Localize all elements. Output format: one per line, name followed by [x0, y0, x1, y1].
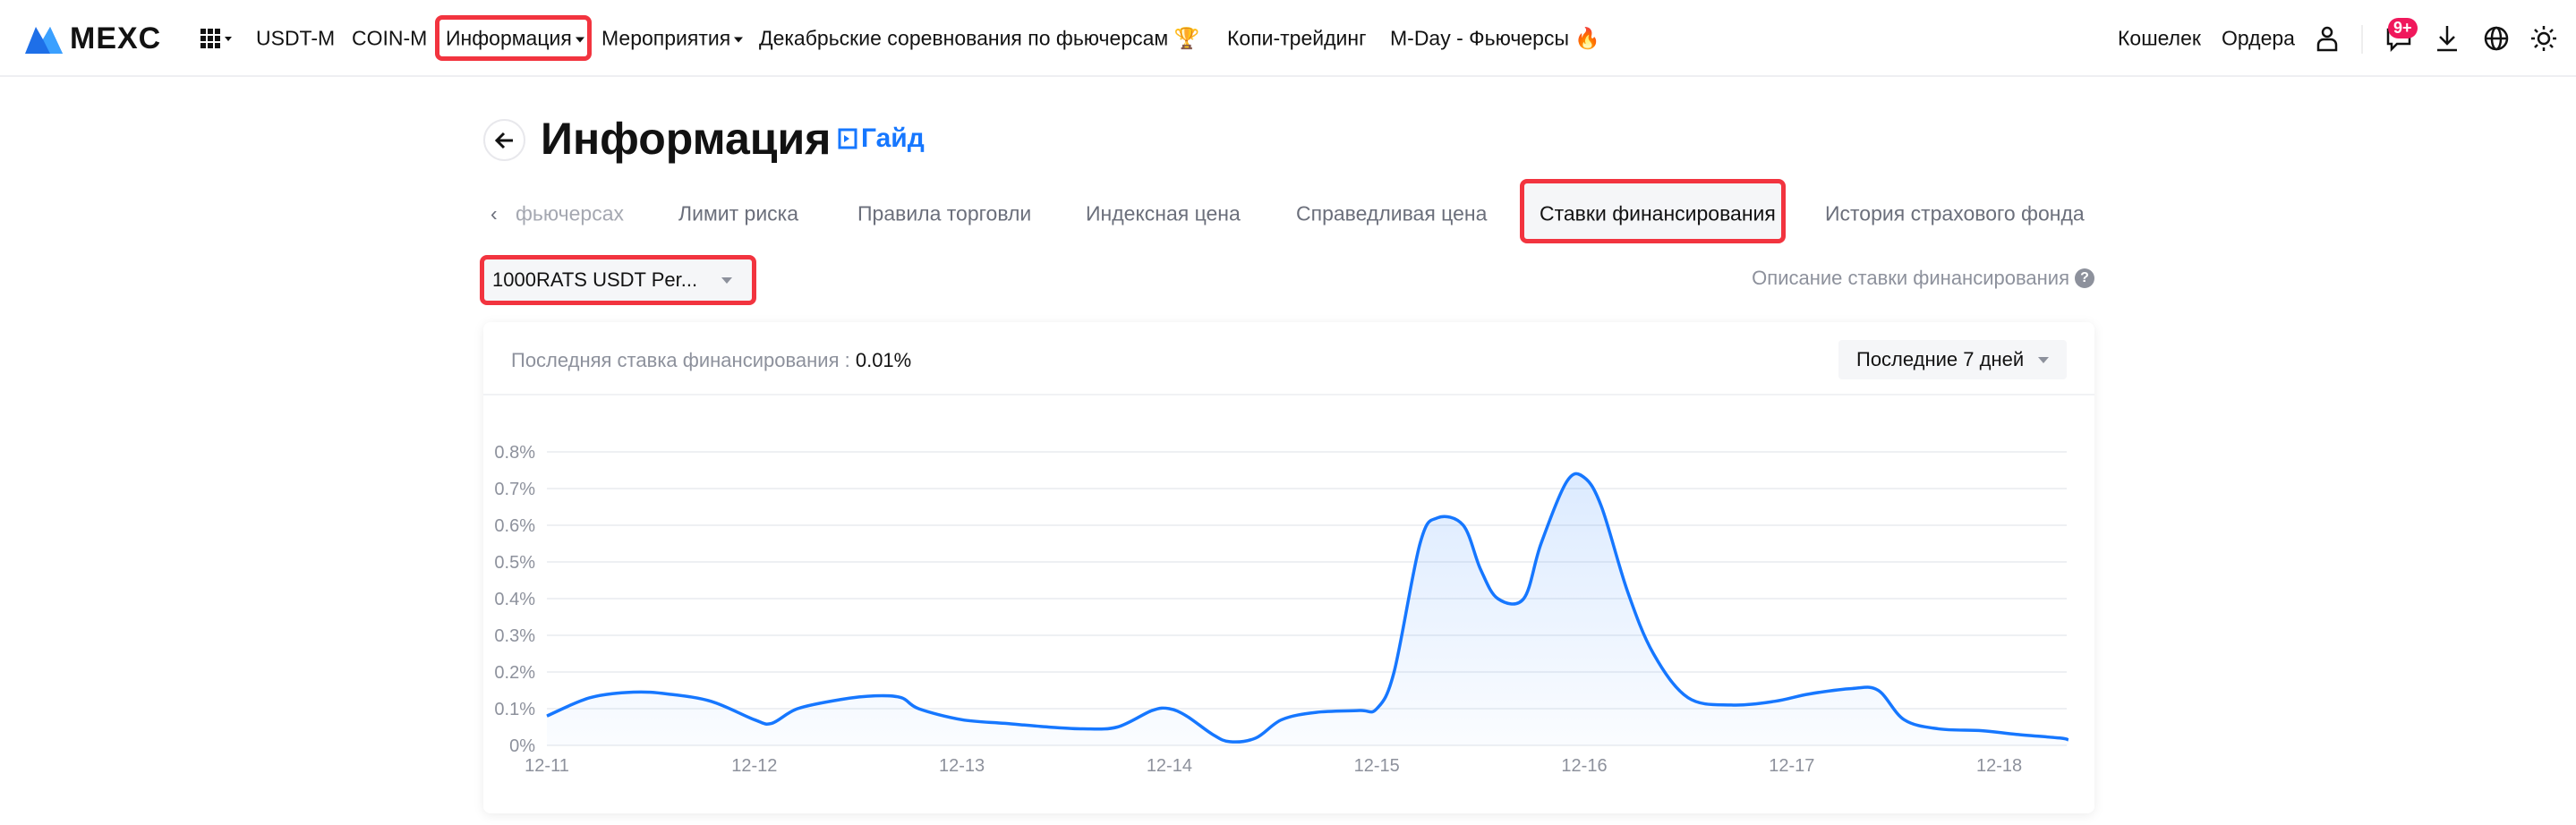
latest-rate-value: 0.01% [855, 349, 912, 371]
fire-icon: 🔥 [1574, 26, 1601, 50]
caret-down-icon [721, 276, 732, 284]
nav-coin-m[interactable]: COIN-M [352, 26, 428, 50]
tab-funding-rates[interactable]: Ставки финансирования [1540, 201, 1776, 225]
y-tick-label: 0.2% [494, 663, 535, 683]
tab-futures[interactable]: фьючерсах [516, 201, 625, 225]
mexc-logo-icon [25, 26, 63, 54]
y-tick-label: 0.3% [494, 626, 535, 646]
nav-events[interactable]: Мероприятия [601, 26, 744, 51]
guide-book-icon [838, 128, 857, 149]
period-select-value: Последние 7 дней [1856, 348, 2025, 370]
tabs-scroll-left[interactable]: ‹ [490, 201, 498, 225]
y-tick-label: 0.7% [494, 480, 535, 499]
funding-rate-chart: 0% 0.1% 0.2% 0.3% 0.4% 0.5% 0.6% 0.7% 0.8% 12-11 1… [494, 443, 2069, 776]
x-tick-label: 12-13 [939, 756, 985, 776]
arrow-left-icon [494, 132, 513, 149]
download-icon[interactable] [2435, 24, 2460, 53]
nav-december-competition[interactable]: Декабрьские соревнования по фьючерсам 🏆 [759, 27, 1199, 51]
tab-trading-rules[interactable]: Правила торговли [857, 201, 1032, 225]
y-tick-label: 0.4% [494, 590, 535, 609]
highlight-box [1520, 179, 1786, 243]
x-tick-label: 12-16 [1561, 756, 1607, 776]
area-fill [547, 473, 2068, 745]
globe-icon[interactable] [2483, 25, 2510, 52]
tab-risk-limit[interactable]: Лимит риска [678, 201, 799, 225]
user-icon[interactable] [2316, 25, 2339, 52]
divider [483, 394, 2094, 395]
tab-index-price[interactable]: Индексная цена [1086, 201, 1241, 225]
tab-insurance-fund-history[interactable]: История страхового фонда [1825, 201, 2085, 225]
top-nav: MEXC USDT-M COIN-M Информация Мероприяти… [0, 0, 2576, 77]
y-tick-label: 0.5% [494, 553, 535, 573]
guide-link[interactable]: Гайд [838, 123, 925, 154]
contract-select[interactable]: 1000RATS USDT Per... [492, 267, 743, 293]
highlight-box [480, 255, 756, 305]
nav-events-label: Мероприятия [601, 26, 731, 50]
contract-select-value: 1000RATS USDT Per... [492, 268, 698, 291]
caret-down-icon [575, 37, 584, 43]
mexc-logo[interactable]: MEXC [23, 21, 161, 56]
nav-competition-label: Декабрьские соревнования по фьючерсам [759, 26, 1169, 50]
caret-down-icon [2038, 356, 2049, 363]
x-tick-label: 12-14 [1147, 756, 1192, 776]
nav-orders[interactable]: Ордера [2222, 26, 2295, 50]
notification-badge: 9+ [2388, 18, 2418, 38]
x-tick-label: 12-17 [1769, 756, 1814, 776]
caret-down-icon [734, 37, 744, 43]
highlight-box [435, 15, 592, 61]
back-button[interactable] [483, 119, 525, 161]
trophy-icon: 🏆 [1173, 26, 1200, 50]
latest-rate: Последняя ставка финансирования : 0.01% [511, 349, 911, 372]
nav-m-day[interactable]: M-Day - Фьючерсы 🔥 [1390, 27, 1600, 51]
nav-information[interactable]: Информация [446, 27, 584, 51]
y-tick-label: 0.6% [494, 516, 535, 536]
period-select[interactable]: Последние 7 дней [1838, 340, 2067, 379]
x-tick-label: 12-18 [1976, 756, 2022, 776]
divider [2361, 25, 2363, 54]
y-tick-label: 0.8% [494, 443, 535, 463]
nav-wallet[interactable]: Кошелек [2118, 26, 2201, 50]
funding-rate-description-link[interactable]: Описание ставки финансирования ? [1752, 267, 2094, 290]
x-tick-label: 12-15 [1354, 756, 1400, 776]
funding-desc-label: Описание ставки финансирования [1752, 267, 2069, 289]
page-title: Информация [541, 114, 832, 164]
help-icon: ? [2075, 268, 2094, 288]
funding-rate-line [546, 472, 2069, 744]
logo-text: MEXC [70, 21, 162, 55]
y-tick-label: 0% [509, 736, 535, 756]
nav-copy-trading[interactable]: Копи-трейдинг [1227, 26, 1367, 50]
theme-sun-icon[interactable] [2529, 24, 2558, 53]
guide-label: Гайд [861, 123, 925, 153]
latest-rate-label: Последняя ставка финансирования : [511, 349, 850, 371]
apps-grid-icon[interactable] [200, 28, 236, 49]
y-tick-label: 0.1% [494, 700, 535, 719]
nav-information-label: Информация [446, 26, 572, 50]
x-tick-label: 12-12 [731, 756, 777, 776]
x-tick-label: 12-11 [525, 756, 569, 776]
tab-fair-price[interactable]: Справедливая цена [1296, 201, 1488, 225]
nav-usdt-m[interactable]: USDT-M [256, 26, 336, 50]
nav-m-day-label: M-Day - Фьючерсы [1390, 26, 1569, 50]
